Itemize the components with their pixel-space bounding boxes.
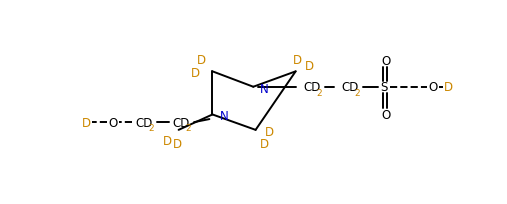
Text: 2: 2 xyxy=(354,88,360,97)
Text: CD: CD xyxy=(172,116,190,129)
Text: O: O xyxy=(108,116,118,129)
Text: CD: CD xyxy=(303,81,321,94)
Text: D: D xyxy=(172,137,182,151)
Text: D: D xyxy=(163,134,172,147)
Text: 2: 2 xyxy=(316,88,321,97)
Text: D: D xyxy=(444,81,453,94)
Text: N: N xyxy=(220,110,228,123)
Text: D: D xyxy=(293,53,302,66)
Text: N: N xyxy=(260,82,269,95)
Text: D: D xyxy=(191,67,200,80)
Text: CD: CD xyxy=(135,116,153,129)
Text: 2: 2 xyxy=(185,123,191,132)
Text: S: S xyxy=(381,81,388,94)
Text: D: D xyxy=(260,137,269,151)
Text: O: O xyxy=(428,81,438,94)
Text: O: O xyxy=(381,55,390,68)
Text: 2: 2 xyxy=(148,123,154,132)
Text: O: O xyxy=(381,109,390,121)
Text: D: D xyxy=(305,59,314,72)
Text: D: D xyxy=(265,125,274,138)
Text: D: D xyxy=(197,54,206,67)
Text: D: D xyxy=(82,116,91,129)
Text: CD: CD xyxy=(342,81,359,94)
